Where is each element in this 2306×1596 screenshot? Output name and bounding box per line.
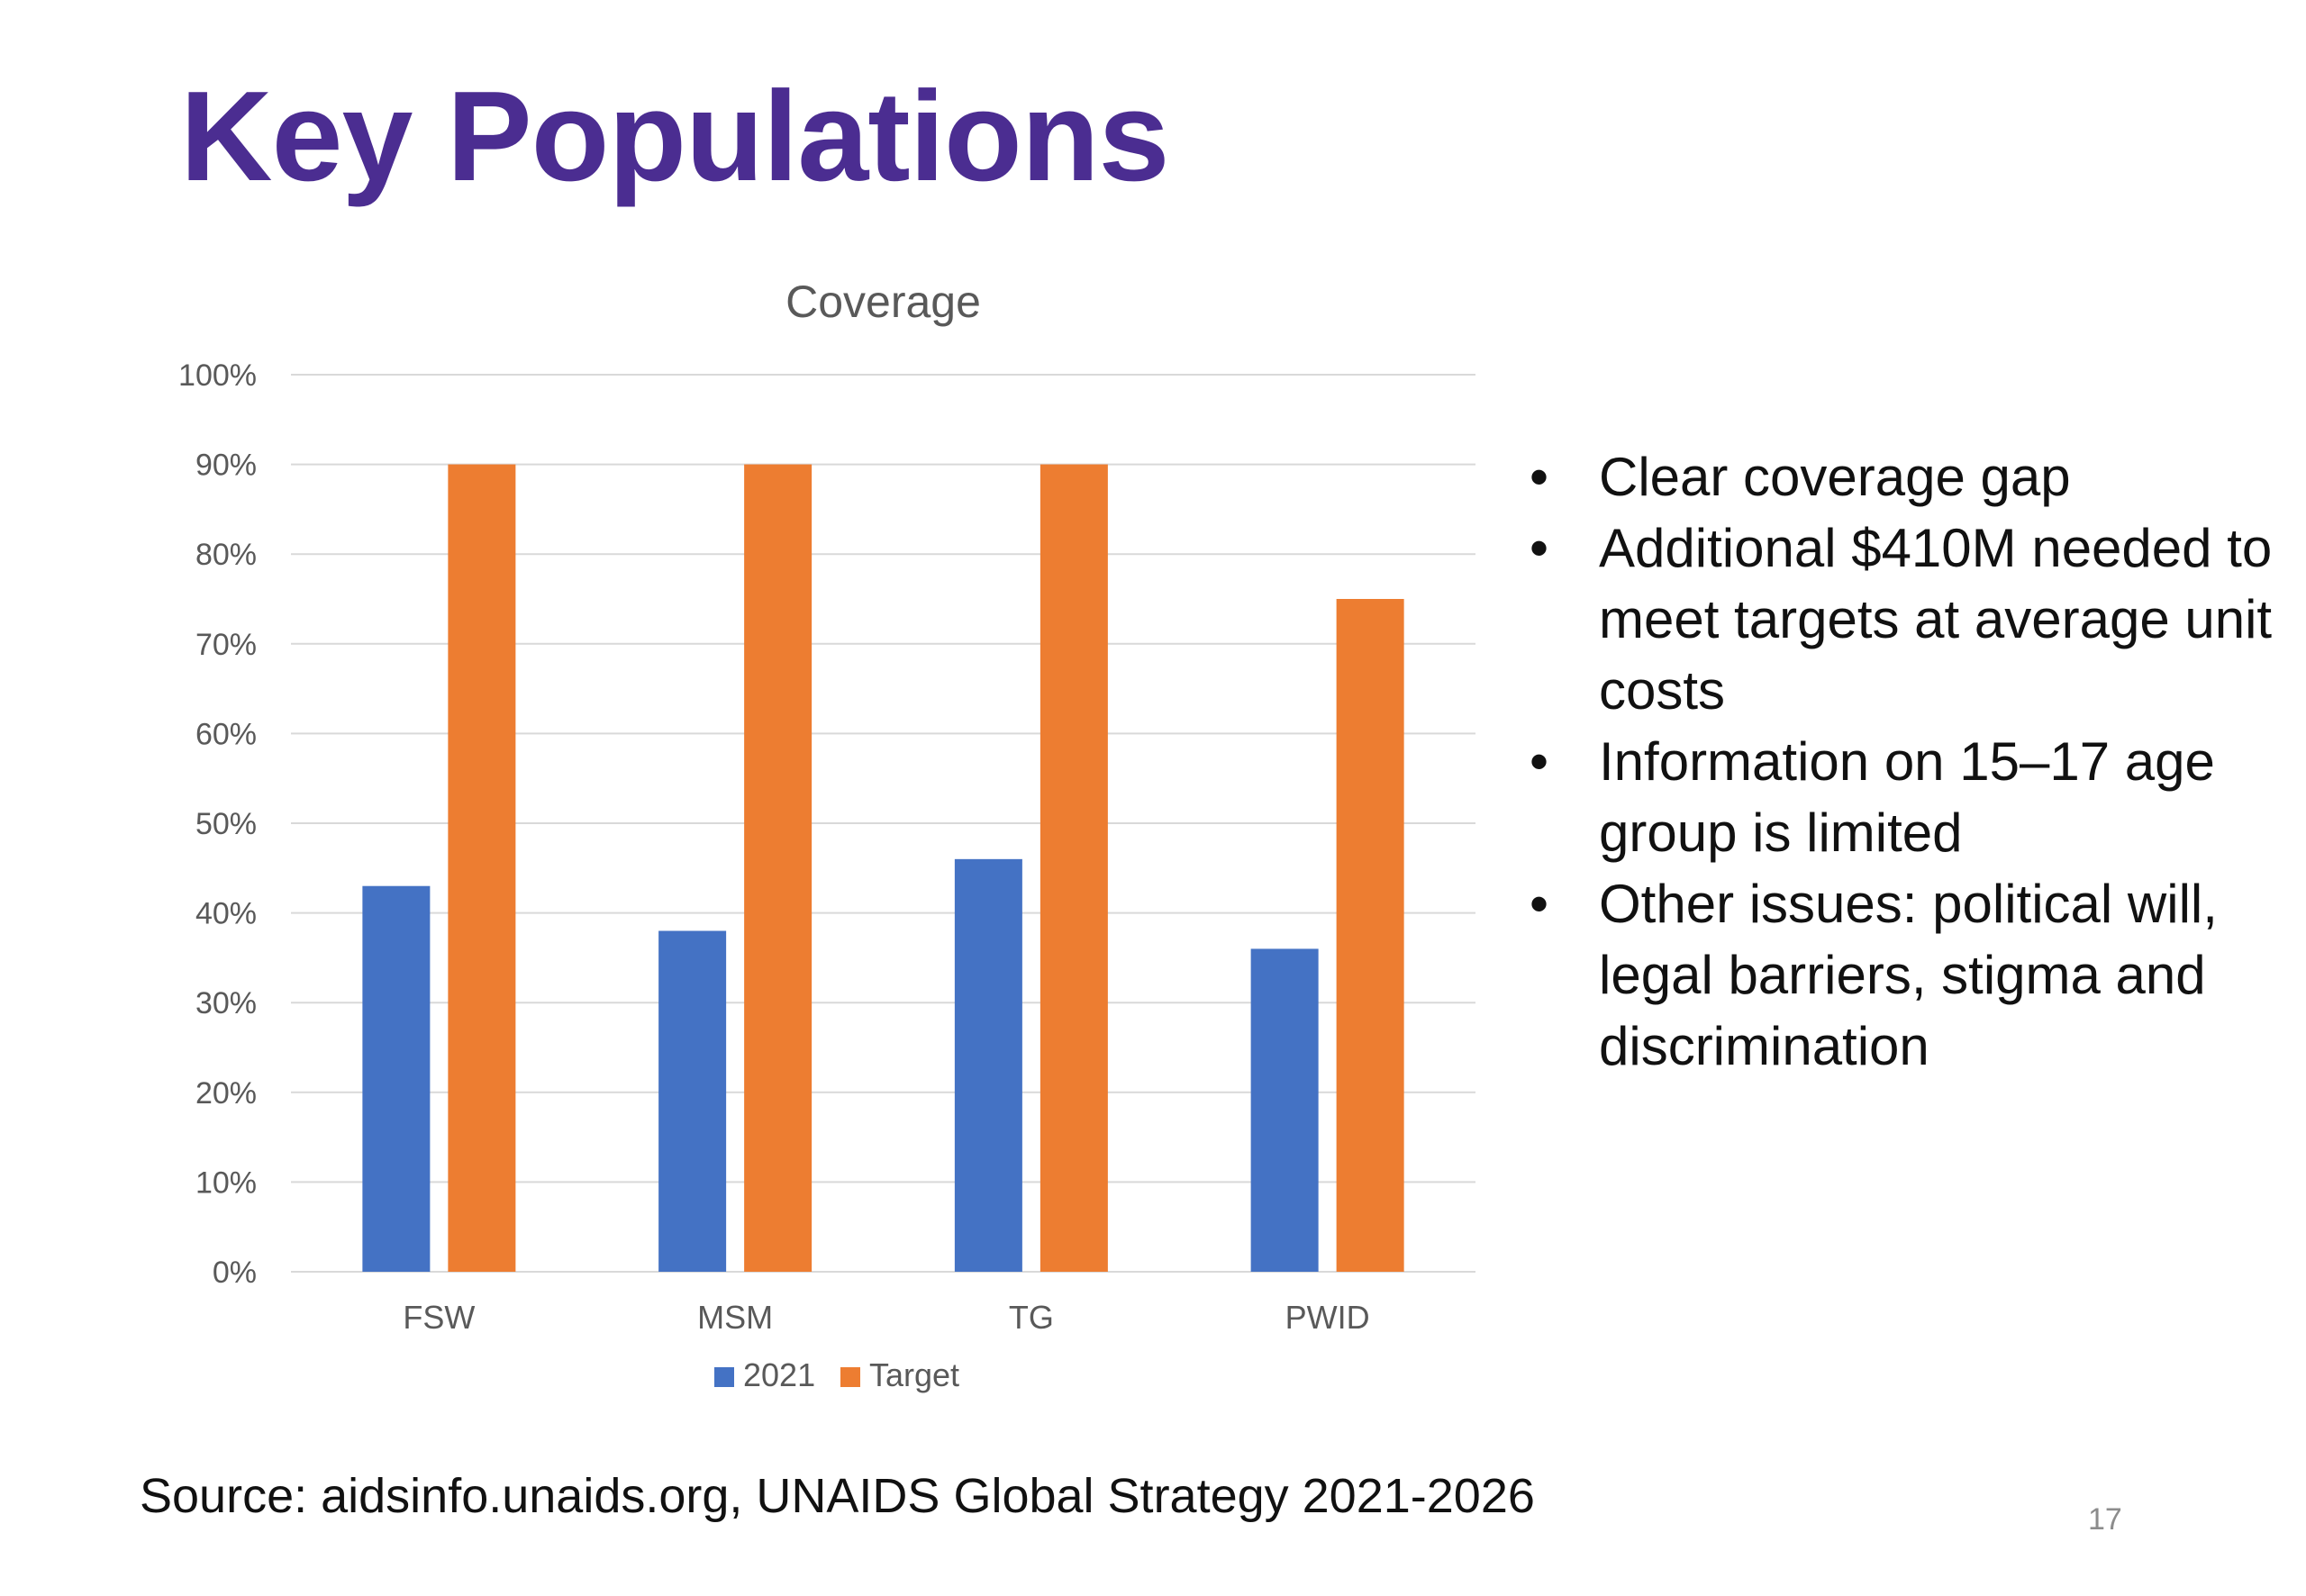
x-tick-label: PWID	[1285, 1299, 1370, 1336]
x-tick-label: FSW	[403, 1299, 475, 1336]
bullet-item: Other issues: political will, legal barr…	[1522, 868, 2297, 1082]
bar-target-fsw	[448, 464, 516, 1272]
bar-2021-pwid	[1250, 948, 1319, 1272]
y-tick-label: 60%	[195, 717, 257, 751]
y-tick-label: 70%	[195, 628, 257, 662]
bullet-item: Clear coverage gap	[1522, 441, 2297, 512]
chart-title: Coverage	[785, 277, 981, 327]
bar-target-tg	[1040, 464, 1108, 1272]
y-tick-label: 50%	[195, 807, 257, 841]
y-tick-label: 100%	[178, 358, 257, 393]
x-tick-label: MSM	[697, 1299, 773, 1336]
bullet-item: Additional $410M needed to meet targets …	[1522, 512, 2297, 726]
page-number: 17	[2088, 1502, 2122, 1537]
bar-2021-tg	[954, 858, 1022, 1272]
slide-title: Key Populations	[180, 65, 1169, 208]
bar-target-msm	[744, 464, 813, 1272]
y-tick-label: 30%	[195, 986, 257, 1020]
bar-2021-msm	[658, 930, 727, 1272]
y-tick-label: 20%	[195, 1076, 257, 1111]
y-tick-label: 10%	[195, 1165, 257, 1200]
bar-target-pwid	[1336, 599, 1404, 1272]
x-tick-label: TG	[1009, 1299, 1054, 1336]
legend-label: 2021	[743, 1356, 815, 1393]
y-tick-label: 90%	[195, 449, 257, 483]
coverage-chart: Coverage 0% 10% 20% 30% 40% 50% 60% 70% 80% 90% 100…	[178, 277, 1475, 1393]
y-tick-label: 0%	[213, 1256, 257, 1290]
bullet-item: Information on 15–17 age group is limite…	[1522, 726, 2297, 868]
y-tick-label: 80%	[195, 538, 257, 572]
legend-swatch	[840, 1367, 860, 1387]
legend-swatch	[714, 1367, 734, 1387]
bar-2021-fsw	[362, 885, 431, 1272]
bullet-list: Clear coverage gap Additional $410M need…	[1522, 441, 2297, 1082]
y-tick-label: 40%	[195, 897, 257, 931]
source-citation: Source: aidsinfo.unaids.org, UNAIDS Glob…	[140, 1469, 1535, 1523]
legend-label: Target	[869, 1356, 959, 1393]
